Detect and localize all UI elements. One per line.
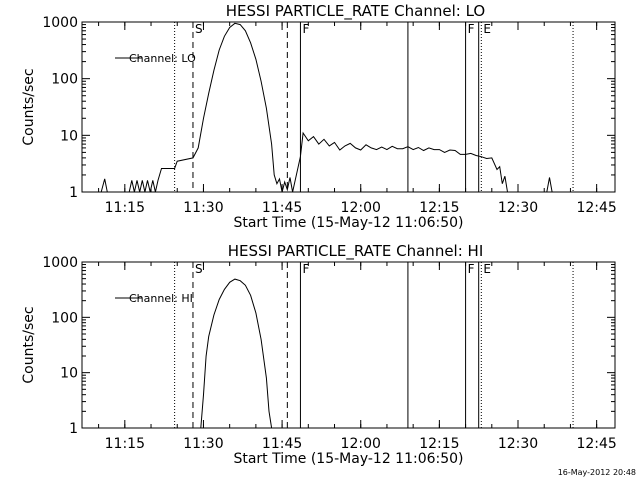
x-tick-label: 11:30 (183, 200, 223, 216)
x-tick-label: 11:45 (262, 436, 302, 452)
event-marker-label: F (468, 22, 475, 36)
y-axis-label: Counts/sec (21, 68, 37, 145)
y-tick-label: 10 (60, 128, 78, 144)
x-tick-label: 12:00 (341, 200, 381, 216)
x-tick-label: 12:15 (419, 200, 459, 216)
y-tick-label: 100 (51, 310, 78, 326)
chart-panel-lo: HESSI PARTICLE_RATE Channel: LO 1 10 100 100… (21, 2, 617, 231)
legend-label: Channel: LO (129, 52, 196, 65)
x-tick-label: 12:45 (576, 436, 616, 452)
series-line (200, 278, 273, 429)
plot-frame (81, 21, 616, 193)
event-marker-label: F (302, 262, 309, 276)
event-marker-label: F (468, 262, 475, 276)
chart-title: HESSI PARTICLE_RATE Channel: LO (226, 2, 485, 21)
footer-timestamp: 16-May-2012 20:48 (558, 468, 636, 477)
x-axis-label: Start Time (15-May-12 11:06:50) (233, 215, 463, 231)
y-tick-label: 1000 (42, 255, 78, 271)
x-tick-label: 12:30 (498, 200, 538, 216)
event-marker-label: S (195, 22, 203, 36)
y-tick-label: 100 (51, 72, 78, 88)
y-tick-label: 1 (69, 421, 78, 437)
x-tick-label: 12:15 (419, 436, 459, 452)
x-tick-label: 12:00 (341, 436, 381, 452)
x-tick-label: 11:30 (183, 436, 223, 452)
y-tick-label: 10 (60, 366, 78, 382)
x-tick-label: 11:15 (105, 200, 145, 216)
event-marker-label: E (483, 22, 491, 36)
x-tick-label: 12:45 (576, 200, 616, 216)
x-tick-label: 11:45 (262, 200, 302, 216)
x-tick-label: 12:30 (498, 436, 538, 452)
chart-title: HESSI PARTICLE_RATE Channel: HI (228, 242, 484, 261)
event-marker-label: E (483, 262, 491, 276)
event-marker-label: F (302, 22, 309, 36)
event-marker-label: S (195, 262, 203, 276)
x-axis-label: Start Time (15-May-12 11:06:50) (233, 451, 463, 467)
series-line (100, 22, 553, 193)
x-tick-label: 11:15 (105, 436, 145, 452)
chart-panel-hi: HESSI PARTICLE_RATE Channel: HI 1 10 100 100… (21, 242, 617, 467)
plot-frame (81, 261, 616, 429)
y-tick-label: 1 (69, 185, 78, 201)
legend-label: Channel: HI (129, 292, 193, 305)
y-tick-label: 1000 (42, 15, 78, 31)
y-axis-label: Counts/sec (21, 306, 37, 383)
